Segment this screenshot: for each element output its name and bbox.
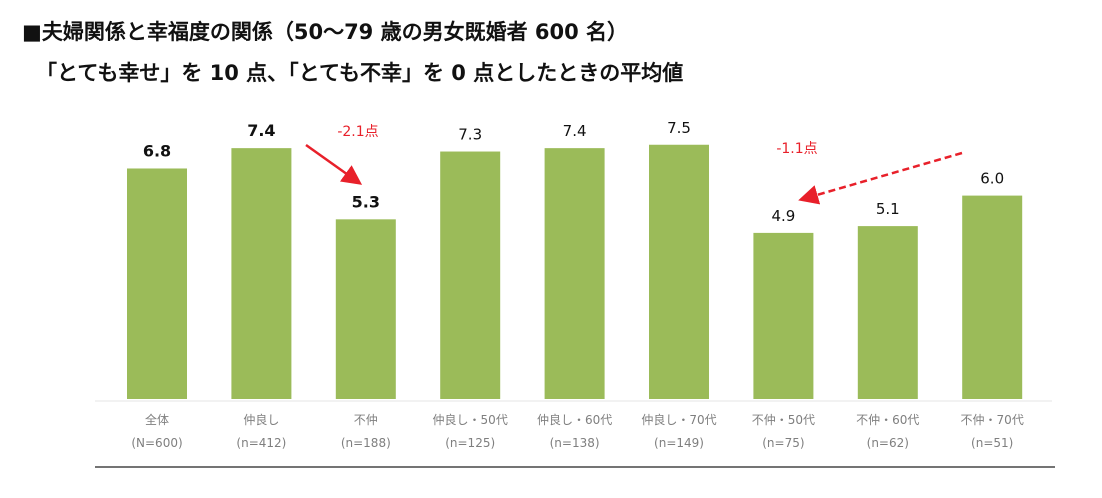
bar [649, 144, 709, 399]
data-label: 7.4 [247, 121, 275, 140]
x-tick-label: 不仲・70代 [961, 413, 1024, 427]
annotation-label: -2.1点 [337, 124, 378, 140]
bar [962, 195, 1023, 399]
data-label: 7.3 [458, 126, 482, 144]
x-tick-label: 全体 [145, 412, 169, 427]
annotation-arrow-dashed [798, 151, 963, 205]
x-tick-label: 不仲・50代 [752, 413, 815, 427]
data-label: 4.9 [771, 207, 795, 225]
sample-size-label: (n=412) [236, 436, 286, 450]
bar [544, 148, 605, 399]
bar [127, 168, 187, 399]
data-label: 7.5 [667, 119, 691, 137]
annotation-label: -1.1点 [776, 141, 817, 157]
sample-size-label: (n=51) [971, 436, 1013, 450]
annotation-arrow-solid [305, 143, 363, 185]
bar [753, 232, 814, 399]
chart-subtitle: 「とても幸せ」を 10 点、「とても不幸」を 0 点としたときの平均値 [36, 61, 684, 85]
chart-title: ■夫婦関係と幸福度の関係（50～79 歳の男女既婚者 600 名） [22, 20, 629, 44]
data-label: 6.8 [143, 141, 171, 160]
sample-size-label: (n=188) [341, 436, 391, 450]
x-tick-label: 仲良し・70代 [641, 412, 716, 427]
x-tick-label: 仲良し [243, 412, 279, 427]
data-label: 7.4 [563, 122, 587, 140]
x-tick-label: 仲良し・60代 [537, 412, 612, 427]
sample-size-label: (N=600) [131, 436, 182, 450]
sample-size-label: (n=62) [867, 436, 909, 450]
data-label: 6.0 [980, 170, 1004, 188]
data-label: 5.1 [876, 200, 900, 218]
sample-size-label: (n=138) [550, 436, 600, 450]
bar [231, 148, 292, 399]
x-tick-label: 仲良し・50代 [433, 412, 508, 427]
x-tick-label: 不仲 [354, 413, 378, 427]
sample-size-label: (n=149) [654, 436, 704, 450]
data-label: 5.3 [352, 192, 380, 211]
x-tick-label: 不仲・60代 [856, 413, 919, 427]
sample-size-label: (n=125) [445, 436, 495, 450]
sample-size-label: (n=75) [762, 436, 804, 450]
bar [335, 219, 396, 399]
bar [857, 226, 918, 399]
bar [440, 151, 501, 399]
